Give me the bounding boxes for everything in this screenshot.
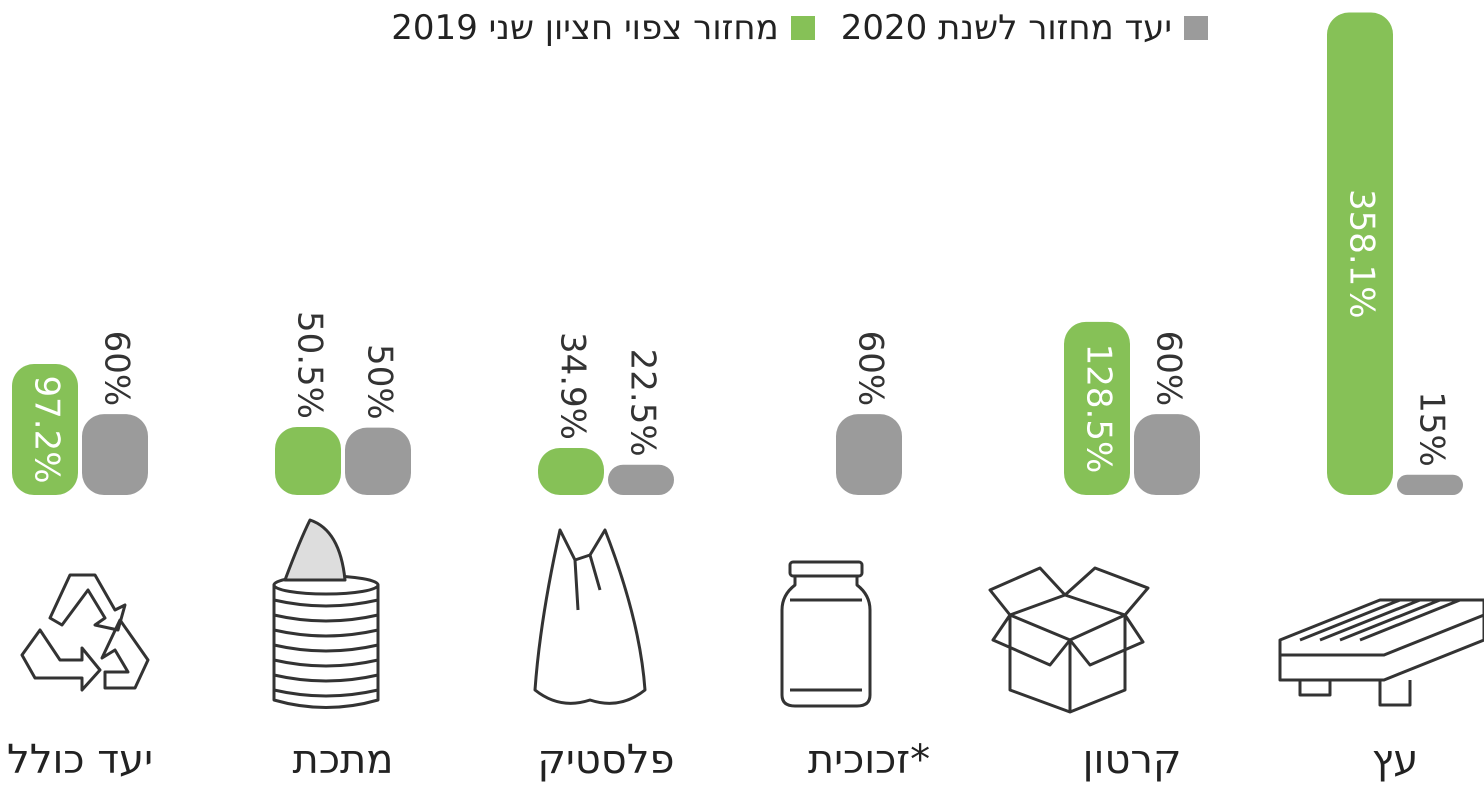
value-label: 358.1% (1342, 189, 1382, 319)
bar (345, 427, 411, 495)
box-icon (988, 566, 1150, 714)
value-label: 50.5% (290, 311, 330, 419)
pallet-icon (1278, 598, 1484, 707)
bar (1134, 414, 1200, 495)
bar (82, 414, 148, 495)
legend-item: מחזור צפוי חציון שני 2019 (391, 8, 815, 48)
legend-swatch (790, 16, 815, 40)
bag-icon (533, 528, 647, 705)
value-label: 60% (851, 331, 891, 407)
bar (275, 426, 341, 495)
category-label: זכוכית* (808, 737, 930, 783)
category-label: קרטון (1083, 737, 1182, 783)
bar (1397, 474, 1463, 495)
can-icon (272, 518, 380, 709)
value-label: 50% (360, 344, 400, 420)
bar (608, 464, 674, 495)
legend-swatch (1184, 16, 1208, 40)
category-label: פלסטיק (538, 737, 675, 783)
value-label: 60% (97, 331, 137, 407)
category-label: עץ (1372, 737, 1419, 783)
recycle-icon (20, 573, 150, 692)
bar (1064, 321, 1130, 495)
bar (12, 364, 78, 495)
category-label: מתכת (293, 737, 394, 783)
bar (538, 447, 604, 495)
legend-label: יעד מחזור לשנת 2020 (840, 8, 1172, 48)
value-label: 22.5% (623, 349, 663, 457)
icons (20, 518, 1484, 714)
legend: יעד מחזור לשנת 2020 מחזור צפוי חציון שני … (391, 8, 1208, 48)
legend-item: יעד מחזור לשנת 2020 (841, 8, 1208, 48)
value-label: 34.9% (553, 332, 593, 440)
bar (836, 414, 902, 495)
value-label: 97.2% (27, 376, 67, 484)
jar-icon (780, 560, 872, 708)
value-label: 128.5% (1079, 344, 1119, 474)
legend-label: מחזור צפוי חציון שני 2019 (391, 8, 779, 48)
value-label: 60% (1149, 331, 1189, 407)
value-label: 15% (1412, 391, 1452, 467)
bar (1327, 12, 1393, 495)
category-label: יעד כולל (7, 737, 153, 783)
